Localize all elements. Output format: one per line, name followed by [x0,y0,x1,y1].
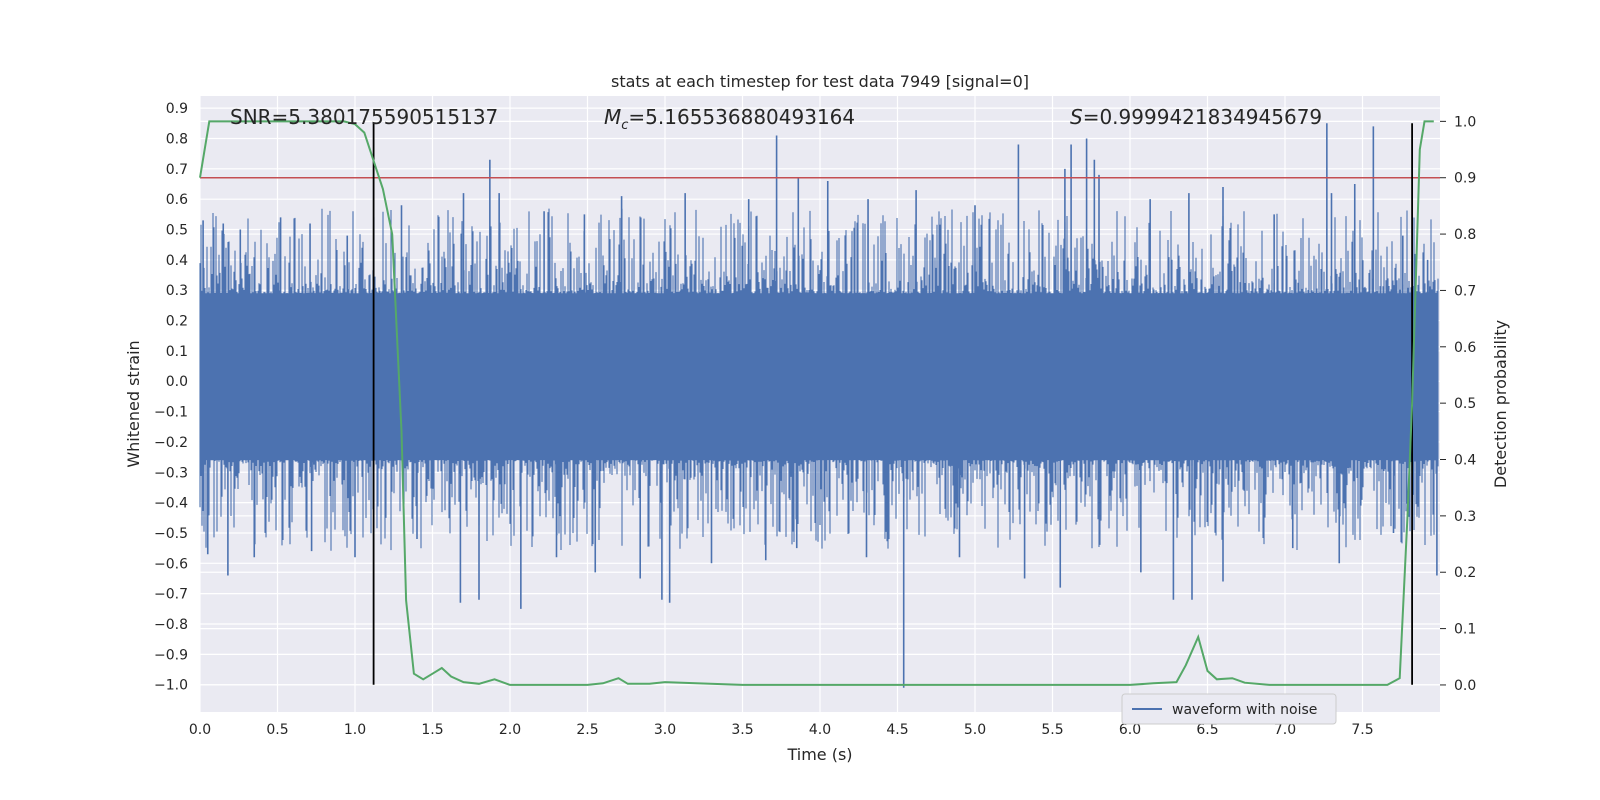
x-tick-label: 5.0 [964,722,986,738]
ticks: 0.0 0.5 1.0 1.5 2.0 2.5 3.0 3.5 4.0 4.5 5.0 5.5 6.0 6… [154,101,1476,738]
detection-probability-line [199,120,1434,686]
y-tick-label-left: 0.1 [166,344,188,360]
x-tick-label: 5.5 [1041,722,1063,738]
mc-symbol: M [604,105,621,129]
y-tick-label-left: 0.4 [166,253,188,269]
y-tick-label-left: −1.0 [154,678,188,694]
mc-subscript: c [621,118,628,133]
y-tick-label-left: −0.5 [154,526,188,542]
y-tick-label-right: 0.9 [1454,171,1476,187]
y-tick-label-left: 0.2 [166,314,188,330]
x-tick-label: 0.5 [266,722,288,738]
x-tick-label: 1.0 [344,722,366,738]
y-tick-label-right: 1.0 [1454,114,1476,130]
y-tick-label-left: −0.8 [154,617,188,633]
x-tick-label: 0.0 [189,722,211,738]
y-tick-label-right: 0.7 [1454,283,1476,299]
x-tick-label: 7.0 [1274,722,1296,738]
y-axis-label-left: Whitened strain [124,340,143,467]
y-tick-label-left: 0.7 [166,162,188,178]
waveform-series [199,123,1439,688]
overlay [199,120,1440,686]
legend-box [1121,693,1337,725]
y-tick-label-left: 0.9 [166,101,188,117]
y-tick-label-left: −0.7 [154,587,188,603]
y-tick-label-right: 0.4 [1454,453,1476,469]
y-tick-label-left: −0.3 [154,465,188,481]
legend-label-waveform: waveform with noise [1172,702,1317,718]
x-tick-label: 6.0 [1119,722,1141,738]
y-tick-label-left: 0.3 [166,283,188,299]
y-tick-label-left: −0.4 [154,496,188,512]
mc-annotation: Mc=5.165536880493164 [604,105,855,133]
y-tick-label-left: 0.6 [166,192,188,208]
y-tick-label-left: 0.5 [166,223,188,239]
s-value: =0.9999421834945679 [1083,105,1322,129]
y-tick-label-right: 0.1 [1454,622,1476,638]
y-tick-label-right: 0.6 [1454,340,1476,356]
chart-title: stats at each timestep for test data 794… [611,72,1029,91]
y-tick-label-right: 0.8 [1454,227,1476,243]
y-tick-label-left: 0.0 [166,374,188,390]
y-tick-label-right: 0.2 [1454,565,1476,581]
x-tick-label: 2.0 [499,722,521,738]
snr-annotation: SNR=5.380175590515137 [230,105,498,129]
y-tick-label-left: −0.1 [154,405,188,421]
y-tick-label-left: −0.2 [154,435,188,451]
legend: waveform with noise [1121,693,1337,725]
x-tick-label: 4.0 [809,722,831,738]
s-symbol: S [1070,105,1083,129]
y-tick-label-left: −0.6 [154,556,188,572]
y-tick-label-right: 0.3 [1454,509,1476,525]
x-axis-label: Time (s) [786,745,852,764]
waveform-envelope [199,208,1439,551]
y-axis-label-right: Detection probability [1491,320,1510,488]
y-tick-label-right: 0.0 [1454,678,1476,694]
y-tick-label-left: −0.9 [154,647,188,663]
x-tick-label: 3.5 [731,722,753,738]
y-tick-label-right: 0.5 [1454,396,1476,412]
x-tick-label: 4.5 [886,722,908,738]
mc-value: =5.165536880493164 [628,105,855,129]
x-tick-label: 7.5 [1351,722,1373,738]
y-tick-label-left: 0.8 [166,131,188,147]
x-tick-label: 3.0 [654,722,676,738]
x-tick-label: 6.5 [1196,722,1218,738]
x-tick-label: 1.5 [421,722,443,738]
s-annotation: S=0.9999421834945679 [1070,105,1322,129]
x-tick-label: 2.5 [576,722,598,738]
